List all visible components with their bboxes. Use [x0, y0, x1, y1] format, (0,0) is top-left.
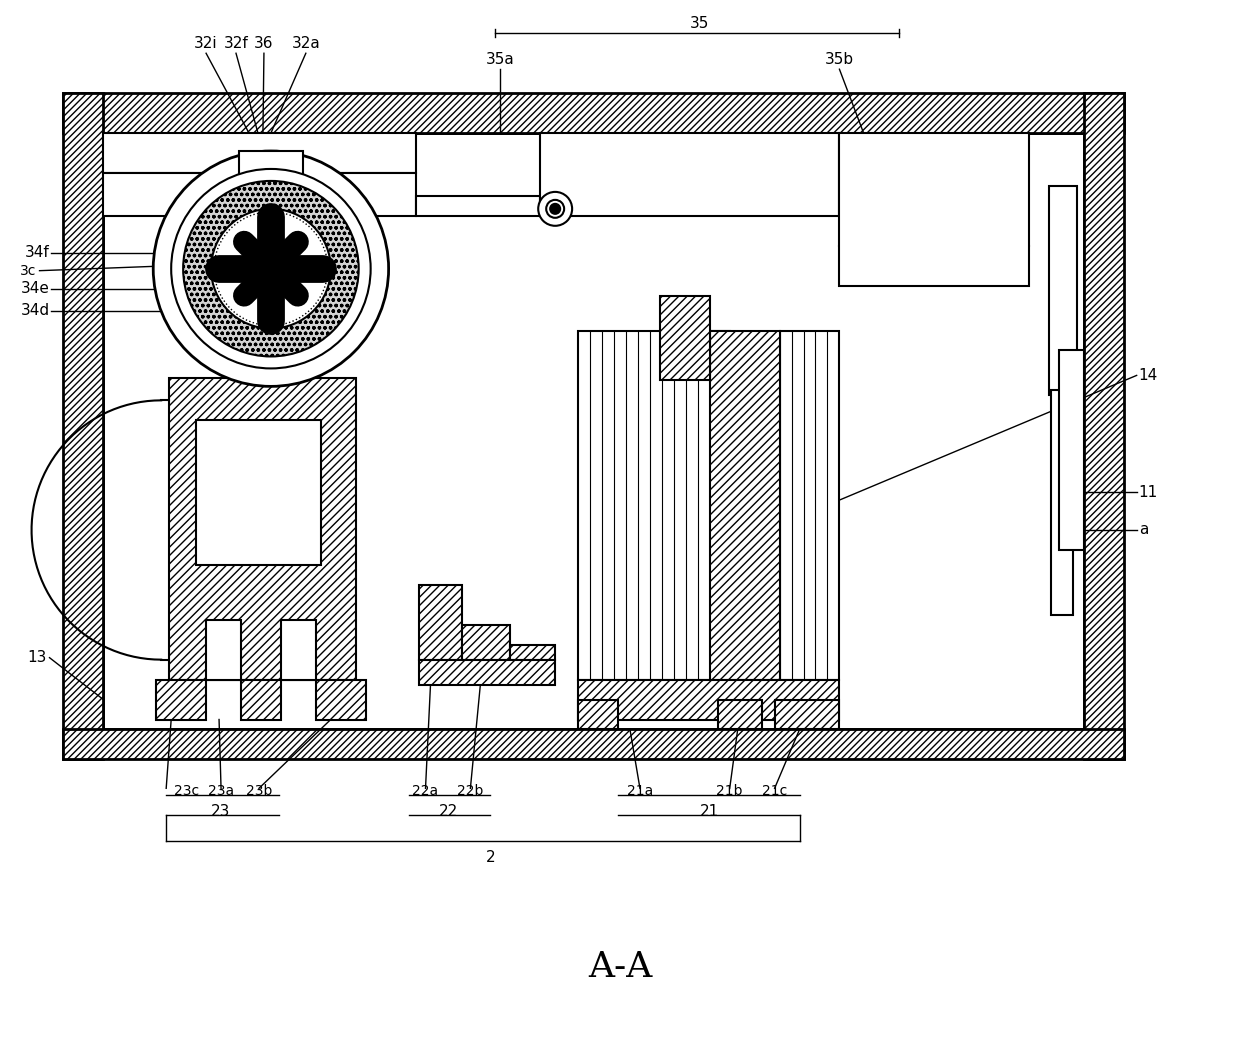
Text: 13: 13	[27, 650, 47, 665]
Bar	[103, 133, 1084, 730]
Bar	[63, 93, 1123, 133]
Text: 34f: 34f	[25, 246, 50, 261]
Circle shape	[259, 256, 283, 281]
Text: 21b: 21b	[717, 785, 743, 798]
Bar	[578, 680, 839, 719]
Bar	[780, 330, 839, 680]
Text: 32f: 32f	[223, 36, 248, 51]
Bar	[63, 730, 1123, 759]
Bar	[196, 420, 321, 564]
Circle shape	[184, 181, 358, 357]
Bar	[578, 700, 618, 730]
Text: 14: 14	[1138, 367, 1158, 383]
Text: 22b: 22b	[458, 785, 484, 798]
Text: 32a: 32a	[291, 36, 320, 51]
Text: 23: 23	[211, 804, 231, 819]
Circle shape	[546, 200, 564, 218]
Bar	[463, 625, 511, 660]
Bar	[63, 93, 103, 759]
Circle shape	[538, 192, 572, 226]
Text: 22a: 22a	[413, 785, 439, 798]
Bar	[419, 585, 463, 660]
Bar	[718, 700, 761, 730]
Text: 21c: 21c	[761, 785, 787, 798]
Text: 21a: 21a	[627, 785, 653, 798]
Text: 34e: 34e	[21, 281, 50, 297]
Circle shape	[211, 209, 331, 328]
Bar	[206, 620, 241, 680]
Bar	[103, 173, 415, 216]
Text: 2: 2	[486, 849, 495, 864]
Bar	[419, 660, 556, 684]
Bar	[511, 645, 556, 660]
Bar	[103, 133, 415, 173]
Text: 34d: 34d	[20, 303, 50, 318]
Text: 23c: 23c	[174, 785, 198, 798]
Circle shape	[171, 169, 371, 369]
Bar	[415, 196, 541, 216]
Circle shape	[551, 203, 560, 214]
Text: 3c: 3c	[20, 264, 36, 277]
Text: 21: 21	[701, 804, 719, 819]
Bar	[541, 133, 839, 216]
Bar	[660, 295, 709, 380]
Bar	[1049, 186, 1076, 395]
Bar	[239, 151, 303, 201]
Bar	[839, 133, 1029, 286]
Circle shape	[154, 151, 388, 387]
Bar	[241, 680, 281, 719]
Text: 22: 22	[439, 804, 458, 819]
Bar	[775, 700, 839, 730]
Bar	[1050, 391, 1073, 615]
Text: 32i: 32i	[195, 36, 218, 51]
Bar	[316, 680, 366, 719]
Text: A-A: A-A	[588, 950, 652, 984]
Text: 23a: 23a	[208, 785, 234, 798]
Text: 11: 11	[1138, 485, 1158, 500]
Text: 36: 36	[254, 36, 274, 51]
Text: 23b: 23b	[246, 785, 272, 798]
Bar	[169, 378, 356, 680]
Bar	[709, 330, 780, 680]
Text: 35b: 35b	[825, 52, 854, 67]
Text: a: a	[1138, 522, 1148, 538]
Text: 35: 35	[691, 16, 709, 31]
Bar	[156, 680, 206, 719]
Bar	[578, 330, 729, 680]
Bar	[1084, 93, 1123, 759]
Text: 35a: 35a	[486, 52, 515, 67]
Bar	[281, 620, 316, 680]
Bar	[1059, 351, 1084, 550]
